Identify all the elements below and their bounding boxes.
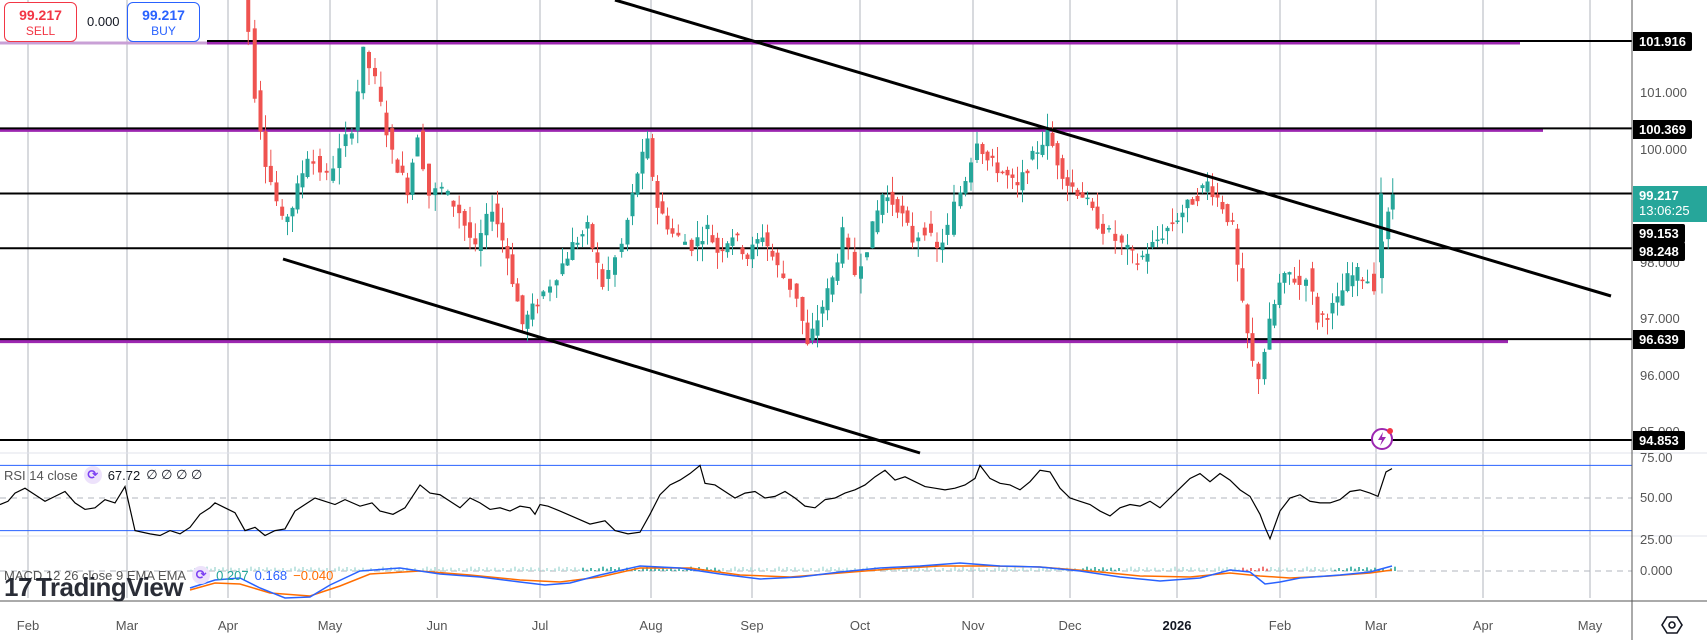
rsi-extra-values: ∅ ∅ ∅ ∅: [146, 467, 203, 482]
time-tick: Apr: [1472, 618, 1494, 633]
time-tick: May: [1577, 618, 1603, 633]
time-tick: Sep: [740, 618, 764, 633]
buy-label: BUY: [151, 24, 176, 38]
time-tick: Jul: [531, 618, 549, 633]
rsi-value: 67.72: [107, 467, 141, 483]
price-tick: 101.000: [1640, 85, 1687, 100]
sync-icon[interactable]: ⟳: [83, 466, 102, 484]
level-price-tag: 94.853: [1633, 431, 1685, 450]
macd-tick: 0.000: [1640, 563, 1673, 578]
time-tick: Mar: [115, 618, 139, 633]
macd-line-value: 0.168: [254, 567, 288, 583]
level-price-tag: 96.639: [1633, 330, 1685, 349]
spread-value: 0.000: [87, 14, 120, 29]
time-tick: Aug: [639, 618, 663, 633]
buy-button[interactable]: 99.217 BUY: [127, 2, 200, 42]
lightning-alert-icon[interactable]: [1370, 427, 1394, 451]
time-tick: Jun: [426, 618, 448, 633]
time-tick: Dec: [1058, 618, 1082, 633]
settings-gear-icon[interactable]: [1661, 614, 1683, 636]
tradingview-logo-text: TradingView: [35, 572, 184, 602]
level-price-tag: 98.248: [1633, 242, 1685, 261]
level-price-tag: 99.153: [1633, 224, 1685, 243]
sync-icon[interactable]: ⟳: [192, 566, 211, 584]
rsi-pane: [0, 464, 1632, 541]
time-tick: Apr: [217, 618, 239, 633]
level-price-tag: 100.369: [1633, 120, 1692, 139]
rsi-legend[interactable]: RSI 14 close ⟳ 67.72 ∅ ∅ ∅ ∅: [4, 466, 202, 484]
macd-pane: [0, 562, 1632, 599]
trendlines[interactable]: [282, 0, 1612, 455]
candlesticks: [246, 0, 1395, 394]
time-tick: Feb: [16, 618, 40, 633]
sell-label: SELL: [25, 24, 56, 38]
tradingview-logo-icon: 17: [4, 572, 32, 602]
price-tick: 97.000: [1640, 311, 1680, 326]
price-tick: 96.000: [1640, 368, 1680, 383]
time-tick: Oct: [849, 618, 871, 633]
time-tick: Feb: [1268, 618, 1292, 633]
time-tick: Nov: [961, 618, 985, 633]
sell-price: 99.217: [19, 7, 62, 23]
macd-legend[interactable]: MACD 12 26 close 9 EMA EMA ⟳ 0.207 0.168…: [4, 566, 333, 584]
current-price: 99.217: [1639, 188, 1679, 203]
time-tick: 2026: [1162, 618, 1192, 633]
horizontal-levels[interactable]: [0, 40, 1632, 442]
rsi-tick: 75.00: [1640, 450, 1673, 465]
bar-countdown: 13:06:25: [1639, 203, 1690, 218]
rsi-tick: 50.00: [1640, 490, 1673, 505]
level-price-tag: 101.916: [1633, 32, 1692, 51]
price-tick: 100.000: [1640, 142, 1687, 157]
macd-title: MACD 12 26 close 9 EMA EMA: [4, 567, 187, 583]
time-tick: Mar: [1364, 618, 1388, 633]
tradingview-logo[interactable]: 17 TradingView: [4, 572, 184, 603]
sell-button[interactable]: 99.217 SELL: [4, 2, 77, 42]
rsi-tick: 25.00: [1640, 532, 1673, 547]
current-price-tag: 99.217 13:06:25: [1633, 186, 1707, 222]
time-tick: May: [317, 618, 343, 633]
macd-signal-value: −0.040: [293, 567, 334, 583]
macd-histogram-value: 0.207: [216, 567, 249, 583]
buy-price: 99.217: [142, 7, 185, 23]
rsi-title: RSI 14 close: [4, 467, 78, 483]
